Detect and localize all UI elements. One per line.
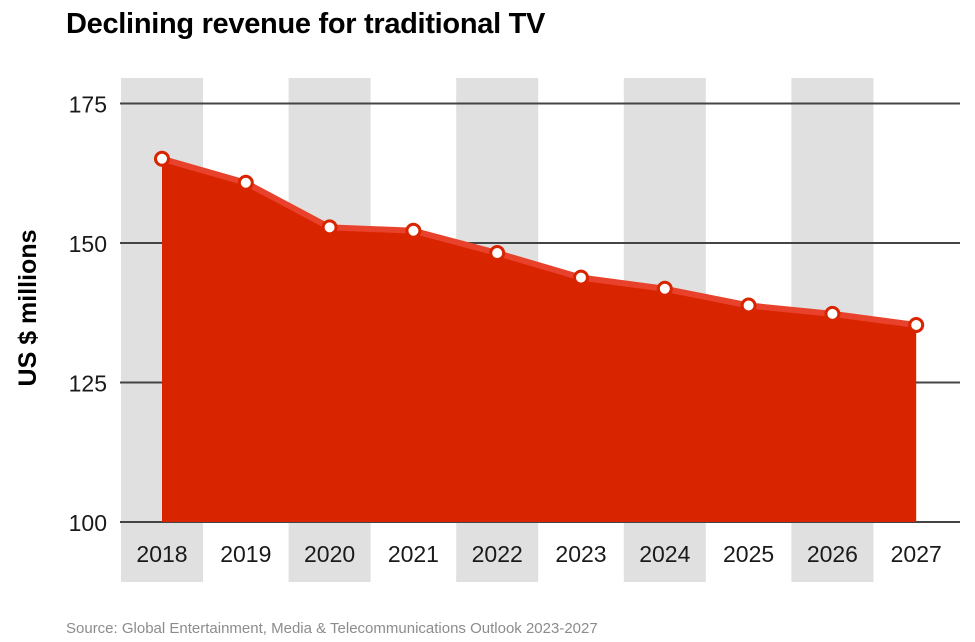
source-note: Source: Global Entertainment, Media & Te… <box>66 620 598 637</box>
y-tick-labels: 100 125 150 175 <box>69 92 107 537</box>
y-tick-175: 175 <box>69 92 107 118</box>
x-tick-2021: 2021 <box>388 541 439 567</box>
data-points <box>154 150 925 334</box>
point-2023 <box>573 269 589 286</box>
x-tick-2019: 2019 <box>220 541 271 567</box>
x-tick-2018: 2018 <box>136 541 187 567</box>
area-fill <box>162 158 917 522</box>
series-line <box>161 155 917 328</box>
point-2026 <box>824 305 841 322</box>
chart-title: Declining revenue for traditional TV <box>66 8 546 40</box>
point-2024 <box>656 280 673 297</box>
point-2022 <box>489 245 506 262</box>
x-tick-2023: 2023 <box>555 541 606 567</box>
x-tick-2027: 2027 <box>891 541 942 567</box>
x-tick-2022: 2022 <box>472 541 523 567</box>
point-2025 <box>740 297 757 314</box>
x-tick-2026: 2026 <box>807 541 858 567</box>
x-tick-labels: 2018 2019 2020 2021 2022 2023 2024 2025 2026 2027 <box>136 541 941 567</box>
y-axis-label: US $ millions <box>14 230 42 387</box>
point-2019 <box>237 174 254 191</box>
point-2027 <box>908 317 925 334</box>
x-tick-2020: 2020 <box>304 541 355 567</box>
x-tick-2024: 2024 <box>639 541 690 567</box>
point-2021 <box>405 222 422 239</box>
y-tick-150: 150 <box>69 231 107 257</box>
point-2020 <box>321 219 338 236</box>
y-tick-100: 100 <box>69 510 107 536</box>
x-tick-2025: 2025 <box>723 541 774 567</box>
point-2018 <box>154 150 170 167</box>
y-tick-125: 125 <box>69 371 107 397</box>
